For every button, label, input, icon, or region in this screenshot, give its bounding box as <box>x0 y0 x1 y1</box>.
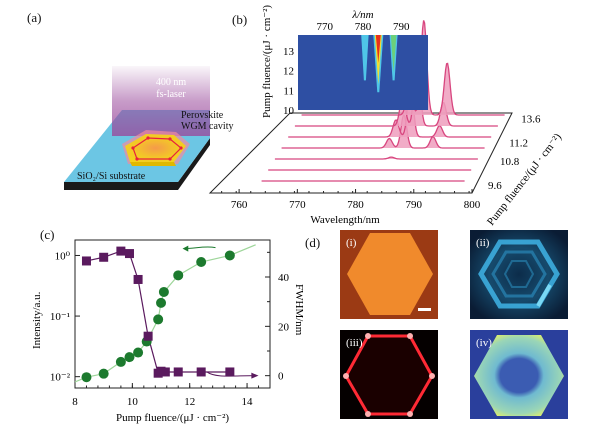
heatmap-y-tick: 13 <box>283 46 295 58</box>
x-axis-title: Pump fluence/(μJ · cm⁻²) <box>116 412 229 424</box>
spectrum-line <box>281 113 485 149</box>
x-tick-label: 790 <box>406 199 423 211</box>
intensity-point <box>81 372 92 383</box>
fwhm-point <box>81 256 91 266</box>
panel-d-label: (d) <box>305 235 321 250</box>
image-iv-label: (iv) <box>476 337 492 349</box>
image-iii-emission: (iii) <box>340 330 438 419</box>
heatmap-y-axis-title: Pump fluence/(μJ · cm⁻²) <box>261 5 273 118</box>
intensity-point <box>158 286 169 297</box>
heatmap-y-tick: 12 <box>283 66 294 78</box>
y-tick-label: 10⁻² <box>50 372 71 384</box>
image-iv-simulation: (iv) <box>470 330 568 419</box>
perovskite-cavity <box>125 134 186 162</box>
heatmap-x-tick: 790 <box>393 21 410 33</box>
left-axis-arrow <box>183 246 216 250</box>
spectrum-line <box>288 83 492 138</box>
x-tick-label: 8 <box>72 396 78 408</box>
y2-tick-label: 20 <box>278 321 290 333</box>
laser-wavelength-text: 400 nm <box>155 77 187 88</box>
image-i-optical: (i) <box>340 230 438 319</box>
fwhm-point <box>225 367 235 377</box>
x-tick-label: 800 <box>464 199 481 211</box>
panel-a-label: (a) <box>27 10 42 25</box>
panel-d-images: (i) (ii) (iii) (iv) <box>340 230 568 419</box>
y-axis-title: Intensity/a.u. <box>31 291 43 349</box>
laser-type-text: fs-laser <box>156 89 186 100</box>
fwhm-point <box>143 331 153 341</box>
intensity-point <box>133 347 144 358</box>
fwhm-point <box>124 249 134 259</box>
y2-tick-label: 40 <box>278 272 290 284</box>
fwhm-point <box>160 367 170 377</box>
waterfall-base-plane <box>208 112 513 194</box>
substrate-side <box>64 138 210 190</box>
right-axis-arrow <box>206 371 256 377</box>
heatmap-x-axis-title: λ/nm <box>351 9 373 21</box>
y-tick-label: 10⁻¹ <box>50 311 70 323</box>
spectrum-line <box>301 20 505 116</box>
intensity-point <box>98 368 109 379</box>
x-tick-label: 10 <box>127 396 139 408</box>
intensity-point <box>115 356 126 367</box>
panel-c-threshold-chart: 8 10 12 14 10⁰ 10⁻¹ 10⁻² 0 20 40 Intensity/a.u. FWH… <box>31 239 305 424</box>
fwhm-line <box>86 250 230 375</box>
intensity-point <box>124 352 135 363</box>
substrate-label: SiO₂/Si substrate <box>77 171 146 182</box>
cavity-label-line2: WGM cavity <box>181 121 234 132</box>
heatmap-mode-core <box>390 35 397 73</box>
heatmap-y-tick: 11 <box>283 85 294 97</box>
z-tick-label: 11.2 <box>509 138 528 150</box>
x-tick-label: 780 <box>347 199 364 211</box>
x-tick-label: 12 <box>184 396 195 408</box>
y2-tick-label: 0 <box>278 371 284 383</box>
fwhm-point <box>99 252 109 262</box>
plot-frame <box>74 239 271 389</box>
image-ii-mode-pattern: (ii) <box>470 230 568 319</box>
panel-a-schematic <box>64 66 210 190</box>
image-ii-label: (ii) <box>476 237 490 249</box>
y-tick-label: 10⁰ <box>55 250 71 262</box>
x-tick-label: 14 <box>242 396 254 408</box>
cavity-label-line1: Perovskite <box>181 110 224 121</box>
right-axis-arrowhead <box>251 372 259 379</box>
intensity-fit-curve <box>74 244 256 383</box>
heatmap-x-tick: 780 <box>355 21 372 33</box>
fwhm-point <box>196 367 206 377</box>
image-i-label: (i) <box>346 237 357 249</box>
x-tick-label: 760 <box>231 199 248 211</box>
heatmap-y-tick: 10 <box>283 105 295 117</box>
z-tick-label: 9.6 <box>488 180 502 192</box>
laser-beam <box>112 66 210 136</box>
y2-axis-title: FWHM/nm <box>293 284 305 336</box>
cavity-label: Perovskite WGM cavity <box>181 110 234 132</box>
fwhm-point <box>133 274 143 284</box>
image-iii-label: (iii) <box>346 337 363 349</box>
panel-c-label: (c) <box>40 227 55 242</box>
intensity-point <box>156 297 167 308</box>
heatmap-mode-band <box>361 35 369 81</box>
laser-label: 400 nm fs-laser <box>146 77 196 101</box>
z-tick-label: 13.6 <box>521 114 541 126</box>
z-tick-label: 10.8 <box>500 156 520 168</box>
scale-bar <box>418 308 431 311</box>
fwhm-point <box>116 246 126 256</box>
intensity-point <box>224 250 235 261</box>
spectrum-line <box>294 53 498 127</box>
heatmap-mode-peak <box>375 35 381 63</box>
left-axis-arrowhead <box>182 245 189 252</box>
fwhm-point <box>173 367 183 377</box>
heatmap-x-tick: 770 <box>317 21 334 33</box>
panel-b-waterfall-chart: 760 770 780 790 800 Wavelength/nm 9.6 10.8 11.2 1… <box>208 5 564 228</box>
intensity-point <box>153 314 164 325</box>
x-tick-label: 770 <box>289 199 306 211</box>
x-axis-title: Wavelength/nm <box>310 214 380 226</box>
spectrum-fill <box>281 114 486 148</box>
intensity-point <box>173 270 184 281</box>
intensity-point <box>196 257 207 268</box>
spectrum-line <box>274 156 478 160</box>
panel-b-label: (b) <box>232 12 248 27</box>
